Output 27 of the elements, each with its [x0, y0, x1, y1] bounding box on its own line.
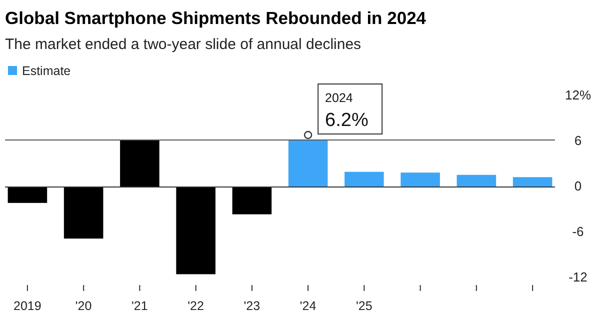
legend-label: Estimate: [22, 64, 71, 78]
y-tick-label: 0: [574, 178, 582, 194]
bar: [232, 187, 272, 214]
bar: [400, 172, 440, 187]
y-tick-label: 12%: [564, 87, 592, 102]
x-tick-label: '23: [244, 299, 260, 313]
y-tick-label: -12: [568, 269, 588, 284]
bar: [456, 174, 496, 187]
bar: [8, 187, 48, 203]
bar: [512, 177, 552, 187]
x-tick-label: '24: [300, 299, 316, 313]
annotation: 6.2%: [325, 110, 368, 131]
x-tick-label: '21: [132, 299, 148, 313]
bar: [344, 172, 384, 187]
x-tick-label: 2019: [14, 299, 42, 313]
bar: [176, 187, 216, 274]
x-tick-label: '22: [188, 299, 204, 313]
chart-title: Global Smartphone Shipments Rebounded in 2024: [5, 8, 426, 28]
y-tick-label: 6: [574, 132, 582, 148]
chart-subtitle: The market ended a two-year slide of annual declines: [5, 36, 362, 53]
bar: [64, 187, 104, 239]
bar: [120, 140, 160, 187]
x-tick-label: '20: [75, 299, 92, 313]
y-tick-label: -6: [572, 224, 584, 239]
bar: [288, 140, 328, 187]
x-tick-label: '25: [356, 299, 372, 313]
annotation: 2024: [325, 90, 353, 105]
